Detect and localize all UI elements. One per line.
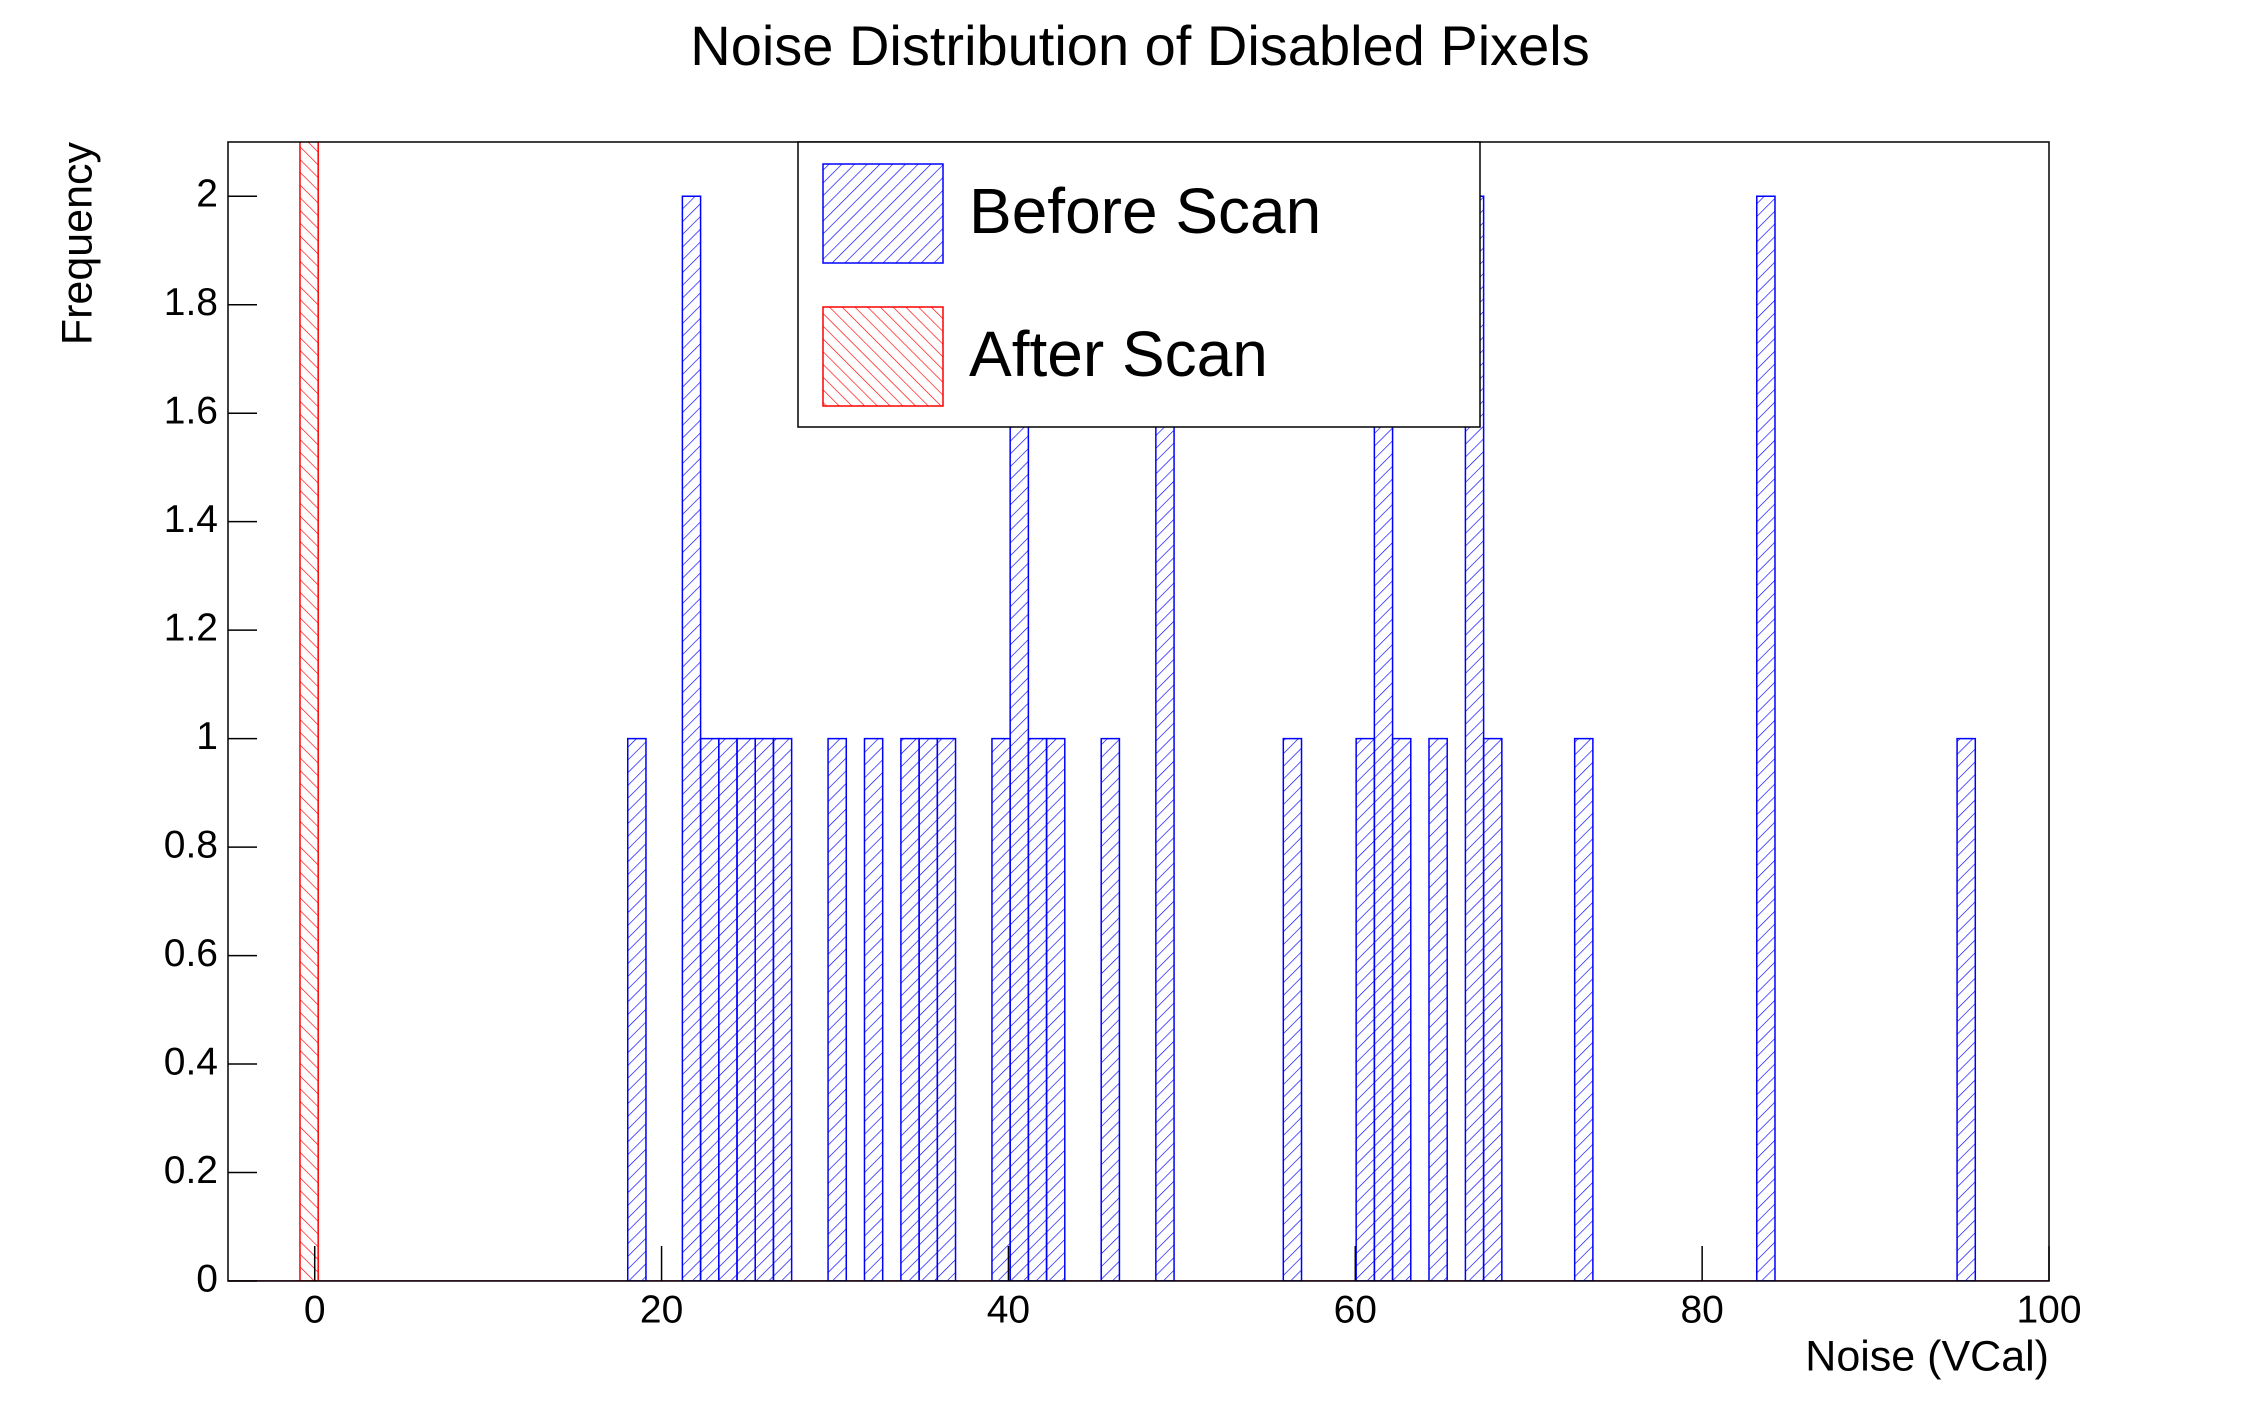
x-tick-label: 0 (304, 1288, 326, 1331)
histogram-bar (754, 737, 775, 1281)
histogram-bar (681, 195, 702, 1281)
legend-swatch (822, 306, 944, 407)
y-tick-label: 0.2 (164, 1149, 218, 1192)
histogram-bar (827, 737, 848, 1281)
y-tick-label: 2 (196, 173, 218, 216)
histogram-bar (718, 737, 738, 1281)
x-tick-label: 100 (2016, 1288, 2081, 1331)
y-tick-label: 0 (196, 1257, 218, 1300)
x-tick-label: 40 (987, 1288, 1030, 1331)
y-tick-label: 0.6 (164, 932, 218, 975)
x-tick-label: 80 (1680, 1288, 1723, 1331)
legend-swatch (822, 163, 944, 264)
histogram-bar (918, 737, 939, 1281)
histogram-bar (299, 142, 319, 1281)
histogram-bar (772, 737, 793, 1281)
y-tick-label: 1.2 (164, 606, 218, 649)
x-axis-label: Noise (VCal) (1805, 1332, 2049, 1380)
histogram-bar (736, 737, 756, 1281)
y-tick-label: 1.6 (164, 389, 218, 432)
x-tick-label: 60 (1334, 1288, 1377, 1331)
histogram-bar (900, 737, 920, 1281)
histogram-bar (1391, 737, 1412, 1281)
histogram-bar (1756, 195, 1776, 1281)
legend-label: Before Scan (969, 175, 1321, 247)
histogram-bar (1482, 737, 1503, 1281)
histogram-bar (1956, 737, 1977, 1281)
y-axis-label: Frequency (53, 142, 101, 346)
histogram-bar (699, 737, 720, 1281)
histogram-bar (1027, 737, 1048, 1281)
y-tick-label: 1.4 (164, 498, 218, 541)
histogram-bar (863, 737, 884, 1281)
histogram-bar (1100, 737, 1121, 1281)
histogram-bar (991, 737, 1011, 1281)
histogram-bar (1573, 737, 1594, 1281)
legend-label: After Scan (969, 318, 1268, 390)
x-tick-label: 20 (640, 1288, 683, 1331)
y-tick-label: 1 (196, 715, 218, 758)
histogram-bar (1428, 737, 1448, 1281)
y-tick-label: 0.4 (164, 1040, 218, 1083)
histogram-bar (1045, 737, 1066, 1281)
y-tick-label: 0.8 (164, 823, 218, 866)
histogram-bar (1282, 737, 1303, 1281)
chart-title: Noise Distribution of Disabled Pixels (690, 14, 1590, 77)
histogram-bar (1355, 737, 1376, 1281)
plot-area (228, 142, 2049, 1281)
y-tick-label: 1.8 (164, 281, 218, 324)
histogram-bar (936, 737, 957, 1281)
histogram-bar (627, 737, 647, 1281)
